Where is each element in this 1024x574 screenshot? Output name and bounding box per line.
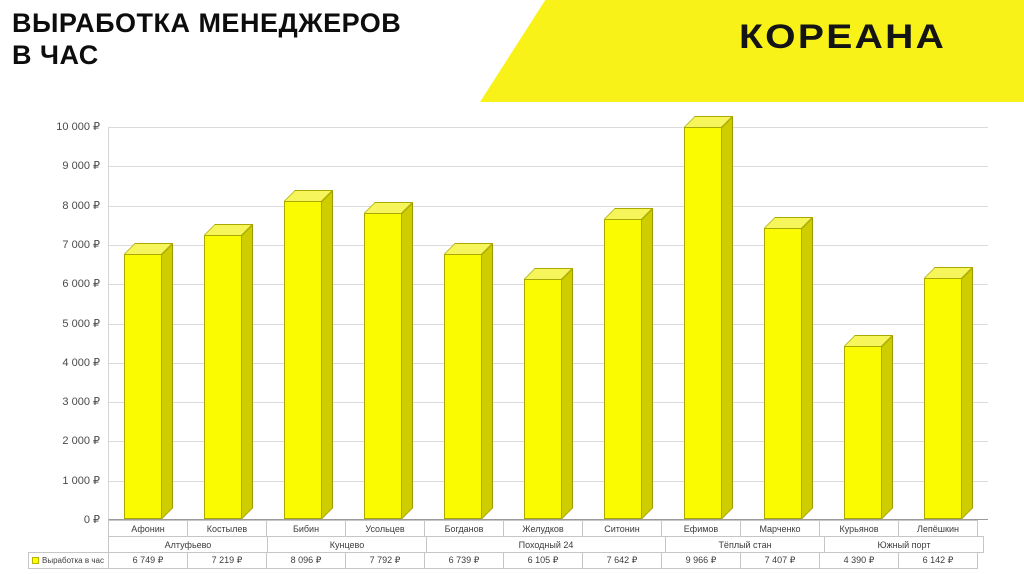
value-row: 6 749 ₽7 219 ₽8 096 ₽7 792 ₽6 739 ₽6 105…: [108, 552, 978, 569]
bar-4: [364, 202, 413, 519]
category-cell: Бибин: [266, 520, 346, 537]
chart-plot-area: [108, 116, 988, 520]
y-axis-tick-label: 5 000 ₽: [62, 318, 100, 330]
value-cell: 4 390 ₽: [819, 552, 899, 569]
bar-6: [524, 268, 573, 519]
group-cell: Алтуфьево: [108, 536, 268, 553]
value-cell: 9 966 ₽: [661, 552, 741, 569]
category-cell: Костылев: [187, 520, 267, 537]
value-cell: 7 642 ₽: [582, 552, 662, 569]
bar-side-face: [402, 202, 413, 519]
y-axis-tick-label: 10 000 ₽: [56, 121, 100, 133]
y-axis-tick-label: 1 000 ₽: [62, 475, 100, 487]
category-cell: Ситонин: [582, 520, 662, 537]
page-title-line1: ВЫРАБОТКА МЕНЕДЖЕРОВ: [12, 8, 402, 38]
gridline: [109, 166, 988, 167]
bar-7: [604, 208, 653, 519]
group-cell: Южный порт: [824, 536, 984, 553]
bar-side-face: [642, 208, 653, 519]
value-cell: 7 792 ₽: [345, 552, 425, 569]
gridline: [109, 206, 988, 207]
group-cell: Походный 24: [426, 536, 666, 553]
value-cell: 6 105 ₽: [503, 552, 583, 569]
legend-label: Выработка в час: [42, 556, 104, 565]
bar-side-face: [242, 224, 253, 519]
category-cell: Богданов: [424, 520, 504, 537]
legend-cell: Выработка в час: [28, 552, 109, 569]
y-axis-tick-label: 4 000 ₽: [62, 357, 100, 369]
bar-front-face: [284, 201, 322, 519]
page-title: ВЫРАБОТКА МЕНЕДЖЕРОВ В ЧАС: [12, 8, 401, 72]
bar-11: [924, 267, 973, 519]
logo-banner: [480, 0, 1024, 102]
category-cell: Марченко: [740, 520, 820, 537]
category-cell: Курьянов: [819, 520, 899, 537]
y-axis-tick-label: 8 000 ₽: [62, 200, 100, 212]
bar-front-face: [444, 254, 482, 519]
bar-front-face: [764, 228, 802, 519]
y-axis-tick-label: 2 000 ₽: [62, 435, 100, 447]
bar-side-face: [562, 268, 573, 519]
bar-3: [284, 190, 333, 519]
bar-side-face: [162, 243, 173, 519]
bar-9: [764, 217, 813, 519]
category-row: Афонин Костылев Бибин Усольцев Богданов Желуд…: [108, 520, 978, 537]
group-row: Алтуфьево Кунцево Походный 24 Тёплый стан Юж…: [108, 536, 984, 553]
bar-1: [124, 243, 173, 519]
page-title-line2: В ЧАС: [12, 39, 99, 70]
bar-front-face: [844, 346, 882, 519]
bar-front-face: [684, 127, 722, 519]
y-axis-tick-label: 6 000 ₽: [62, 278, 100, 290]
value-cell: 7 407 ₽: [740, 552, 820, 569]
bar-8: [684, 116, 733, 519]
category-cell: Лепёшкин: [898, 520, 978, 537]
y-axis-tick-label: 7 000 ₽: [62, 239, 100, 251]
bar-side-face: [322, 190, 333, 519]
bar-front-face: [604, 219, 642, 519]
gridline: [109, 245, 988, 246]
bar-side-face: [882, 335, 893, 519]
gridline: [109, 127, 988, 128]
y-axis-tick-label: 0 ₽: [83, 514, 100, 526]
bar-front-face: [204, 235, 242, 519]
value-cell: 8 096 ₽: [266, 552, 346, 569]
value-cell: 6 142 ₽: [898, 552, 978, 569]
bar-10: [844, 335, 893, 519]
category-cell: Афонин: [108, 520, 188, 537]
group-cell: Кунцево: [267, 536, 427, 553]
bar-front-face: [364, 213, 402, 519]
category-cell: Ефимов: [661, 520, 741, 537]
bar-front-face: [924, 278, 962, 519]
value-cell: 6 749 ₽: [108, 552, 188, 569]
bar-side-face: [962, 267, 973, 519]
bar-side-face: [482, 243, 493, 519]
value-cell: 7 219 ₽: [187, 552, 267, 569]
bar-side-face: [722, 116, 733, 519]
y-axis-tick-label: 9 000 ₽: [62, 160, 100, 172]
y-axis-tick-label: 3 000 ₽: [62, 396, 100, 408]
bar-front-face: [124, 254, 162, 519]
bar-side-face: [802, 217, 813, 519]
category-cell: Усольцев: [345, 520, 425, 537]
brand-logo: КОРЕАНА: [738, 18, 946, 56]
bar-front-face: [524, 279, 562, 519]
bar-2: [204, 224, 253, 519]
group-cell: Тёплый стан: [665, 536, 825, 553]
bar-5: [444, 243, 493, 519]
value-cell: 6 739 ₽: [424, 552, 504, 569]
legend-color-swatch-icon: [32, 557, 39, 564]
category-cell: Желудков: [503, 520, 583, 537]
